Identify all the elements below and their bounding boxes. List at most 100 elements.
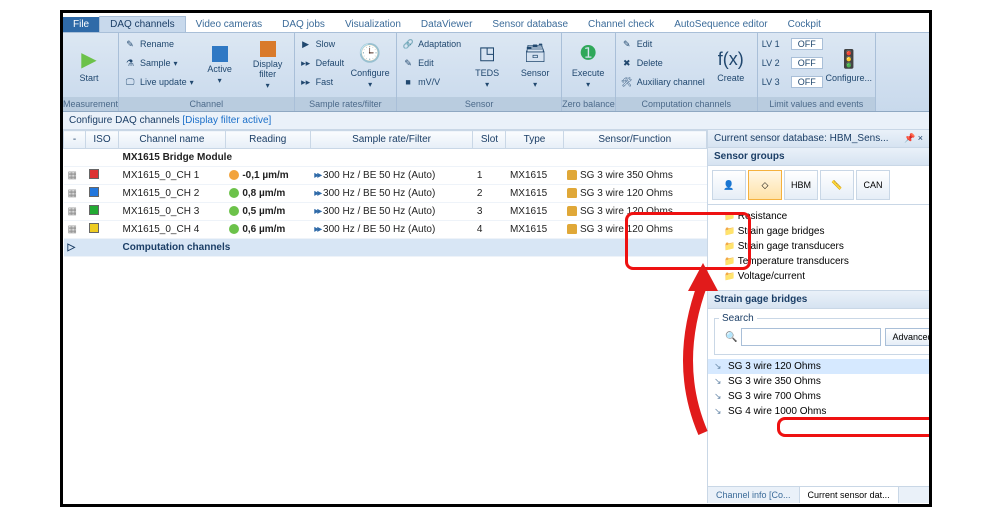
ribbon-item[interactable]: ▸▸Default — [299, 54, 345, 72]
sample-rate[interactable]: ▸▸ 300 Hz / BE 50 Hz (Auto) — [310, 167, 473, 185]
ribbon-item[interactable]: ✖Delete — [620, 54, 705, 72]
icon[interactable] — [85, 239, 118, 257]
device-icon[interactable]: ▦ — [64, 167, 86, 185]
column-header[interactable]: Slot — [473, 131, 506, 149]
reading[interactable]: 0,5 µm/m — [225, 203, 310, 221]
type[interactable]: MX1615 — [506, 185, 563, 203]
ribbon-item[interactable]: ▶Slow — [299, 35, 345, 53]
tab-channel-check[interactable]: Channel check — [578, 17, 664, 32]
ribbon-item[interactable]: ✎Rename — [123, 35, 194, 53]
panel-bottom-tab[interactable]: Channel info [Co... — [708, 487, 800, 503]
reading[interactable]: 0,8 µm/m — [225, 185, 310, 203]
module-name[interactable]: MX1615 Bridge Module — [119, 149, 707, 167]
sensor-group-tab[interactable]: 👤 — [712, 170, 746, 200]
sensor-group-tab[interactable]: ◇ — [748, 170, 782, 200]
sensor-list-item[interactable]: SG 4 wire 1000 Ohms — [708, 404, 929, 419]
active-button[interactable]: Active — [198, 35, 242, 95]
ribbon-item[interactable]: 🛠Auxiliary channel — [620, 73, 705, 91]
column-header[interactable]: Channel name — [119, 131, 226, 149]
slot[interactable]: 2 — [473, 185, 506, 203]
start-button[interactable]: ▶Start — [67, 35, 111, 95]
tree-item[interactable]: Resistance — [724, 209, 923, 224]
tab-dataviewer[interactable]: DataViewer — [411, 17, 483, 32]
iso-cell[interactable] — [85, 185, 118, 203]
slot[interactable]: 1 — [473, 167, 506, 185]
channel-row[interactable]: ▦ MX1615_0_CH 30,5 µm/m▸▸ 300 Hz / BE 50 … — [64, 203, 707, 221]
right-panel-bottom-tabs[interactable]: Channel info [Co...Current sensor dat... — [708, 486, 929, 503]
ribbon-item[interactable]: ▸▸Fast — [299, 73, 345, 91]
configure-button[interactable]: 🕒Configure — [348, 35, 392, 95]
sensor-search-input[interactable] — [741, 328, 881, 346]
sensor-button[interactable]: 🗃Sensor — [513, 35, 557, 95]
type[interactable]: MX1615 — [506, 221, 563, 239]
type[interactable]: MX1615 — [506, 203, 563, 221]
sensor-function[interactable]: SG 3 wire 120 Ohms — [563, 203, 707, 221]
channel-name[interactable]: MX1615_0_CH 1 — [119, 167, 226, 185]
channel-name[interactable]: MX1615_0_CH 3 — [119, 203, 226, 221]
device-icon[interactable]: ▦ — [64, 221, 86, 239]
ribbon-item[interactable]: 🔗Adaptation — [401, 35, 461, 53]
column-header[interactable]: Sensor/Function — [563, 131, 707, 149]
type[interactable]: MX1615 — [506, 167, 563, 185]
create-button[interactable]: f(x)Create — [709, 35, 753, 95]
channel-name[interactable]: MX1615_0_CH 4 — [119, 221, 226, 239]
slot[interactable]: 3 — [473, 203, 506, 221]
column-header[interactable]: Type — [506, 131, 563, 149]
column-header[interactable]: ISO — [85, 131, 118, 149]
column-header[interactable]: - — [64, 131, 86, 149]
sensor-list[interactable]: SG 3 wire 120 OhmsSG 3 wire 350 OhmsSG 3… — [708, 359, 929, 419]
device-icon[interactable]: ▦ — [64, 185, 86, 203]
tab-daq-jobs[interactable]: DAQ jobs — [272, 17, 335, 32]
reading[interactable]: -0,1 µm/m — [225, 167, 310, 185]
ribbon-item[interactable]: ✎Edit — [401, 54, 461, 72]
channel-name[interactable]: MX1615_0_CH 2 — [119, 185, 226, 203]
sample-rate[interactable]: ▸▸ 300 Hz / BE 50 Hz (Auto) — [310, 221, 473, 239]
reading[interactable]: 0,6 µm/m — [225, 221, 310, 239]
iso-cell[interactable] — [85, 203, 118, 221]
sensor-group-tab[interactable]: 📏 — [820, 170, 854, 200]
sensor-function[interactable]: SG 3 wire 350 Ohms — [563, 167, 707, 185]
pin-icon[interactable]: 📌 × — [904, 133, 923, 144]
channel-row[interactable]: ▦ MX1615_0_CH 1-0,1 µm/m▸▸ 300 Hz / BE 50… — [64, 167, 707, 185]
comp-label[interactable]: Computation channels — [119, 239, 707, 257]
column-header[interactable]: Reading — [225, 131, 310, 149]
sample-rate[interactable]: ▸▸ 300 Hz / BE 50 Hz (Auto) — [310, 203, 473, 221]
ribbon-item[interactable]: LV 3OFF — [762, 73, 823, 91]
device-icon[interactable]: ▦ — [64, 203, 86, 221]
slot[interactable]: 4 — [473, 221, 506, 239]
tree-item[interactable]: Strain gage transducers — [724, 239, 923, 254]
advanced-search-button[interactable]: Advanced... — [885, 328, 932, 346]
ribbon-item[interactable]: ⚗Sample — [123, 54, 194, 72]
ribbon-item[interactable]: 🖵Live update — [123, 73, 194, 91]
tab-daq-channels[interactable]: DAQ channels — [99, 16, 185, 32]
ribbon-item[interactable]: ✎Edit — [620, 35, 705, 53]
tab-sensor-database[interactable]: Sensor database — [482, 17, 578, 32]
ribbon-item[interactable]: LV 1OFF — [762, 35, 823, 53]
configure--button[interactable]: 🚦Configure... — [827, 35, 871, 95]
expander[interactable] — [64, 149, 86, 167]
file-tab[interactable]: File — [63, 17, 99, 32]
tree-item[interactable]: Strain gage bridges — [724, 224, 923, 239]
ribbon-item[interactable]: LV 2OFF — [762, 54, 823, 72]
sensor-group-tab[interactable]: HBM — [784, 170, 818, 200]
channel-row[interactable]: ▦ MX1615_0_CH 20,8 µm/m▸▸ 300 Hz / BE 50 … — [64, 185, 707, 203]
channel-row[interactable]: ▦ MX1615_0_CH 40,6 µm/m▸▸ 300 Hz / BE 50 … — [64, 221, 707, 239]
sensor-group-tab[interactable]: CAN — [856, 170, 890, 200]
display-filter-button[interactable]: Display filter — [246, 35, 290, 95]
sensor-function[interactable]: SG 3 wire 120 Ohms — [563, 185, 707, 203]
expander[interactable]: ▷ — [64, 239, 86, 257]
iso-cell[interactable] — [85, 167, 118, 185]
iso[interactable] — [85, 149, 118, 167]
iso-cell[interactable] — [85, 221, 118, 239]
tree-item[interactable]: Temperature transducers — [724, 254, 923, 269]
tab-visualization[interactable]: Visualization — [335, 17, 411, 32]
sensor-function[interactable]: SG 3 wire 120 Ohms — [563, 221, 707, 239]
teds-button[interactable]: ◳TEDS — [465, 35, 509, 95]
sensor-list-item[interactable]: SG 3 wire 120 Ohms — [708, 359, 929, 374]
panel-bottom-tab[interactable]: Current sensor dat... — [800, 487, 899, 503]
sample-rate[interactable]: ▸▸ 300 Hz / BE 50 Hz (Auto) — [310, 185, 473, 203]
computation-channels-row[interactable]: ▷ Computation channels — [64, 239, 707, 257]
sensor-group-tree[interactable]: ResistanceStrain gage bridgesStrain gage… — [708, 205, 929, 291]
execute-button[interactable]: ➊Execute — [566, 35, 610, 95]
column-header[interactable]: Sample rate/Filter — [310, 131, 473, 149]
